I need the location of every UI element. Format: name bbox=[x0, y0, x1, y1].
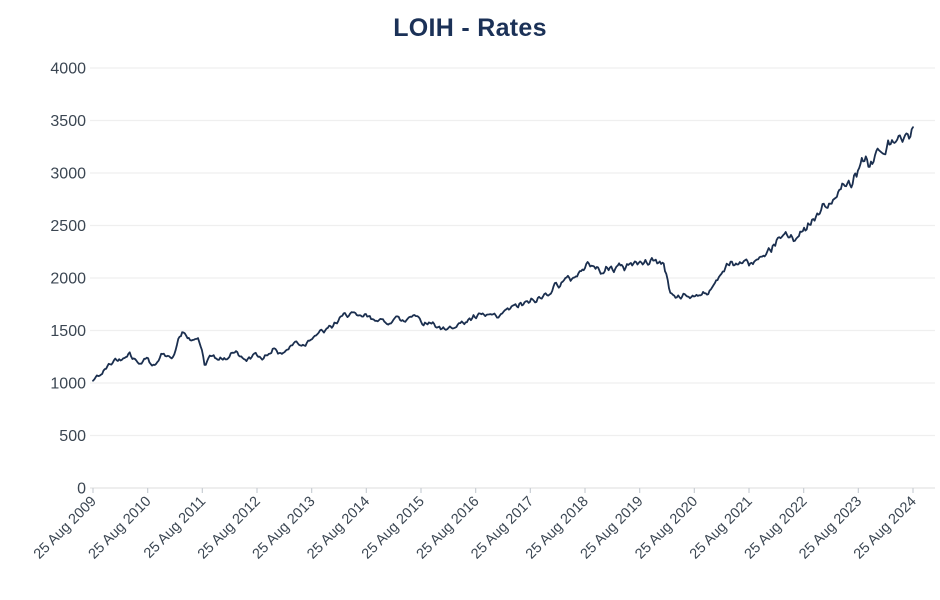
y-axis-tick-label: 1500 bbox=[50, 323, 86, 340]
y-axis-tick-label: 3000 bbox=[50, 166, 86, 183]
y-axis-tick-label: 500 bbox=[59, 428, 86, 445]
rates-line-series bbox=[92, 126, 914, 382]
y-axis-tick-label: 2000 bbox=[50, 271, 86, 288]
y-axis-tick-label: 4000 bbox=[50, 61, 86, 78]
y-axis-tick-label: 2500 bbox=[50, 218, 86, 235]
y-axis-tick-label: 1000 bbox=[50, 376, 86, 393]
y-axis-tick-label: 0 bbox=[77, 481, 86, 498]
y-axis-tick-label: 3500 bbox=[50, 113, 86, 130]
chart-title: LOIH - Rates bbox=[393, 14, 547, 42]
